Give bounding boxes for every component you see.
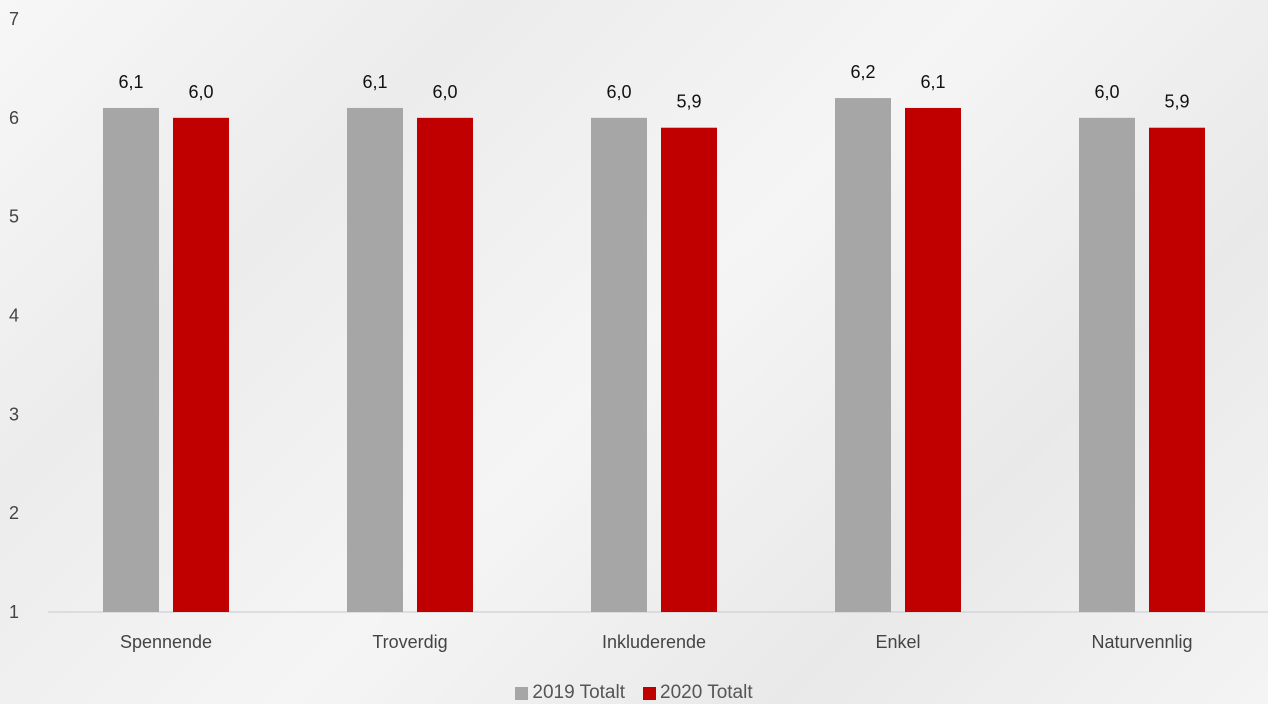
bar-2019-inkluderende [591, 117, 647, 612]
category-label: Inkluderende [602, 632, 706, 652]
y-tick-label: 3 [9, 404, 19, 424]
y-tick-label: 5 [9, 207, 19, 227]
bar-2019-naturvennlig [1079, 117, 1135, 612]
legend-label-2019: 2019 Totalt [532, 682, 625, 703]
data-label: 5,9 [676, 92, 701, 112]
bar-2020-naturvennlig [1149, 127, 1205, 612]
y-tick-label: 6 [9, 108, 19, 128]
y-tick-label: 4 [9, 306, 19, 326]
category-label: Troverdig [372, 632, 447, 652]
category-label: Enkel [875, 632, 920, 652]
data-label: 5,9 [1164, 92, 1189, 112]
data-label: 6,1 [362, 72, 387, 92]
data-label: 6,0 [606, 82, 631, 102]
category-label: Naturvennlig [1091, 632, 1192, 652]
data-label: 6,1 [118, 72, 143, 92]
bar-2020-troverdig [417, 117, 473, 612]
category-labels-group: Spennende Troverdig Inkluderende Enkel Natur… [120, 632, 1193, 652]
legend-item-2019: 2019 Totalt [515, 682, 625, 704]
bar-2020-enkel [905, 107, 961, 612]
data-label: 6,2 [850, 62, 875, 82]
legend: 2019 Totalt 2020 Totalt [0, 682, 1268, 704]
bar-2019-enkel [835, 98, 891, 613]
y-tick-label: 2 [9, 503, 19, 523]
legend-label-2020: 2020 Totalt [660, 682, 753, 703]
legend-item-2020: 2020 Totalt [643, 682, 753, 704]
legend-swatch-2020 [643, 686, 656, 700]
data-label: 6,0 [432, 82, 457, 102]
bar-2019-spennende [103, 107, 159, 612]
legend-swatch-2019 [515, 686, 529, 700]
y-tick-label: 7 [9, 9, 19, 29]
bar-2020-spennende [173, 117, 229, 612]
data-label: 6,1 [920, 72, 945, 92]
y-tick-label: 1 [9, 602, 19, 622]
data-label: 6,0 [188, 82, 213, 102]
bar-2020-inkluderende [661, 127, 717, 612]
data-label: 6,0 [1094, 82, 1119, 102]
bars-group [103, 98, 1205, 613]
category-label: Spennende [120, 632, 212, 652]
bar-2019-troverdig [347, 107, 403, 612]
data-labels-group: 6,1 6,0 6,1 6,0 6,0 5,9 6,2 6,1 6,0 5,9 [118, 62, 1189, 112]
y-axis-ticks: 1 2 3 4 5 6 7 [9, 9, 19, 622]
